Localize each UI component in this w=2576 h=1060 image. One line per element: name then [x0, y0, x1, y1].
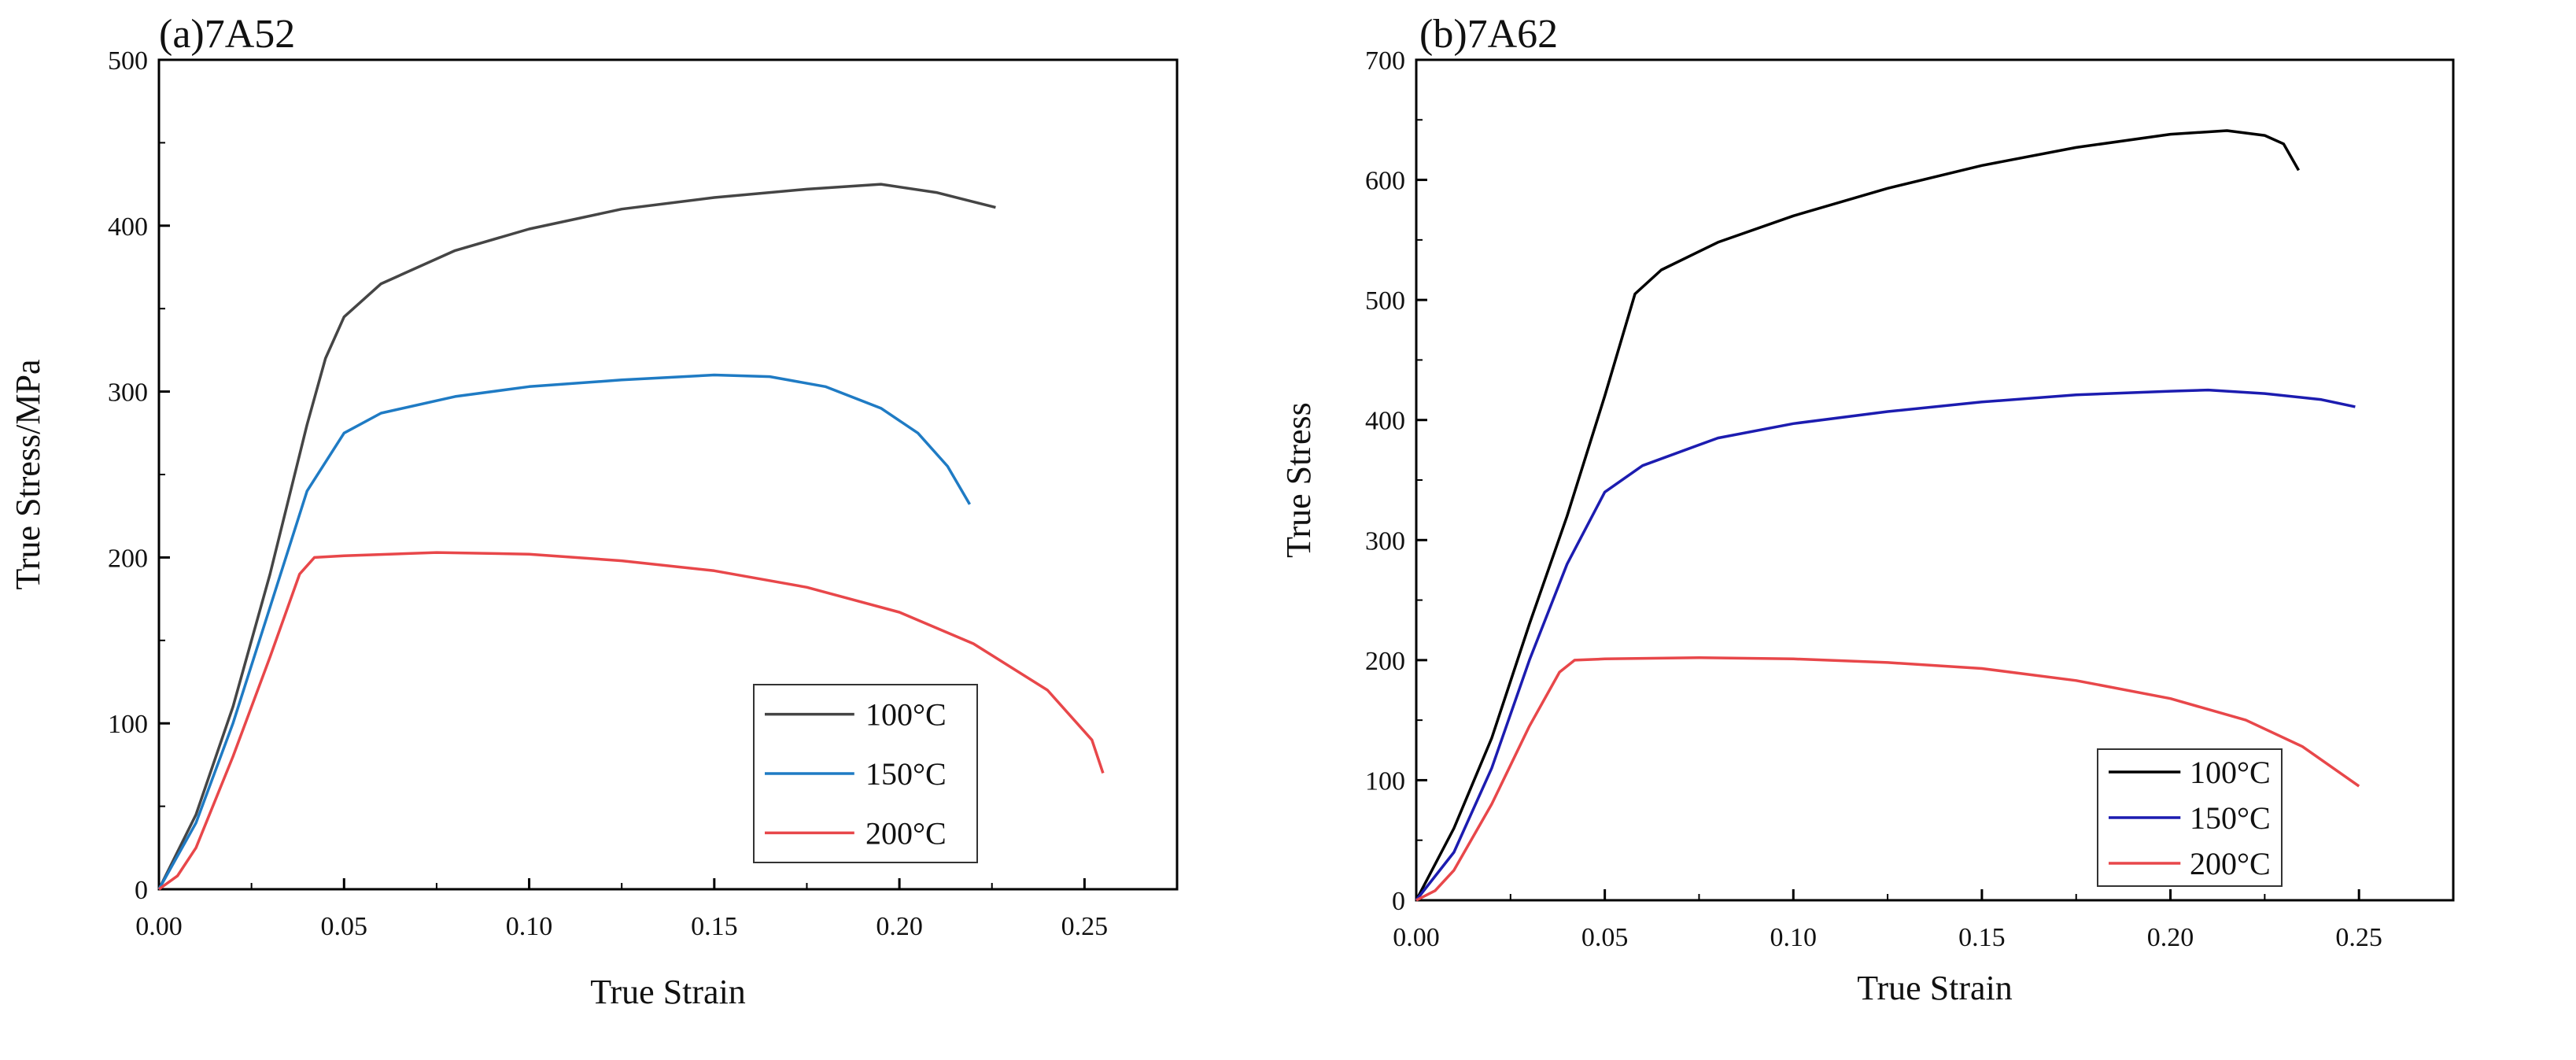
chart-title: (a)7A52: [159, 12, 295, 57]
x-axis-label: True Strain: [590, 973, 746, 1011]
y-axis-label: True Stress: [1279, 402, 1318, 558]
legend-label: 150°C: [865, 756, 947, 792]
legend-label: 100°C: [2190, 755, 2271, 790]
y-tick-label: 400: [108, 212, 148, 242]
x-tick-label: 0.15: [691, 912, 738, 941]
x-tick-label: 0.00: [135, 912, 183, 941]
legend-label: 150°C: [2190, 800, 2271, 836]
y-tick-label: 100: [108, 710, 148, 739]
legend-label: 200°C: [865, 815, 947, 851]
y-tick-label: 700: [1365, 46, 1405, 76]
x-axis-label: True Strain: [1857, 969, 2013, 1007]
y-tick-label: 300: [1365, 526, 1405, 556]
legend: 100°C 150°C 200°C: [753, 684, 978, 863]
x-tick-label: 0.10: [506, 912, 553, 941]
x-tick-label: 0.25: [2335, 923, 2382, 952]
series-line-200c: [1415, 656, 2360, 902]
y-tick-label: 100: [1365, 766, 1405, 796]
y-tick-label: 200: [108, 544, 148, 573]
series-line-100c: [157, 183, 996, 890]
y-axis-label: True Stress/MPa: [9, 360, 47, 590]
y-tick-label: 0: [135, 876, 148, 905]
y-tick-label: 300: [108, 379, 148, 408]
series-line-100c: [1415, 129, 2301, 901]
series-line-150c: [1415, 388, 2356, 902]
y-tick-label: 200: [1365, 647, 1405, 676]
legend: 100°C 150°C 200°C: [2097, 748, 2283, 887]
x-tick-label: 0.25: [1061, 912, 1109, 941]
y-tick-label: 600: [1365, 167, 1405, 196]
y-tick-label: 500: [108, 46, 148, 76]
x-tick-label: 0.05: [1581, 923, 1629, 952]
chart-panel-1: (b)7A62 0.00 0.05 0.10 0.15 0.20 0.25 0 100 200 30…: [1279, 12, 2455, 1007]
legend-label: 200°C: [2190, 846, 2271, 881]
y-tick-label: 400: [1365, 407, 1405, 436]
series-line-200c: [157, 551, 1105, 891]
series-line-150c: [157, 373, 972, 890]
chart-title: (b)7A62: [1419, 12, 1558, 57]
x-tick-label: 0.05: [321, 912, 368, 941]
x-tick-label: 0.20: [2147, 923, 2194, 952]
legend-label: 100°C: [865, 697, 947, 733]
plot-frame: [157, 58, 1179, 891]
chart-panel-0: (a)7A52 0.00 0.05 0.10 0.15 0.20 0.25 0 100 200 30…: [9, 12, 1179, 1011]
y-tick-label: 500: [1365, 286, 1405, 316]
x-tick-label: 0.00: [1393, 923, 1440, 952]
x-tick-label: 0.10: [1770, 923, 1818, 952]
x-tick-label: 0.15: [1958, 923, 2006, 952]
y-tick-label: 0: [1392, 887, 1405, 916]
x-tick-label: 0.20: [876, 912, 923, 941]
plot-frame: [1415, 58, 2455, 902]
